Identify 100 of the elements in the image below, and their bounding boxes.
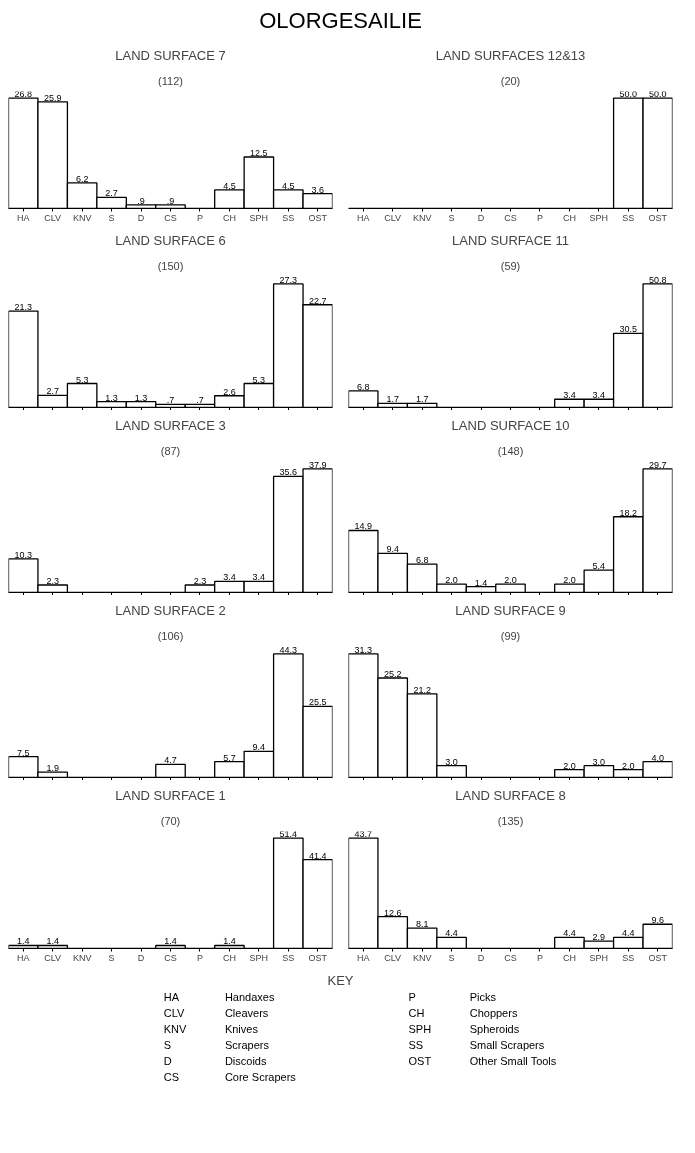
- data-label: 3.4: [223, 572, 236, 583]
- chart-title: LAND SURFACE 10: [451, 417, 570, 433]
- x-tick-label: P: [536, 212, 543, 223]
- text: CLV Cleavers: [163, 1007, 269, 1020]
- data-label: 1.4: [46, 936, 59, 947]
- text: OST Other Small Tools: [408, 1054, 557, 1067]
- x-tick-label: CH: [562, 212, 576, 223]
- x-tick-label: OST: [308, 952, 328, 963]
- data-label: .9: [166, 195, 175, 206]
- text: OLORGESAILIE: [259, 8, 422, 33]
- x-tick-label: CLV: [384, 212, 402, 223]
- data-label: 50.0: [619, 89, 638, 100]
- data-label: 3.0: [445, 756, 458, 767]
- data-label: 51.4: [279, 829, 298, 840]
- data-label: 2.9: [592, 932, 606, 943]
- x-tick-label: S: [108, 952, 115, 963]
- data-label: 2.0: [563, 575, 576, 586]
- x-tick-label: S: [448, 952, 455, 963]
- data-label: 29.7: [649, 459, 667, 470]
- data-label: 21.3: [14, 302, 32, 313]
- data-label: 1.7: [386, 394, 399, 405]
- data-label: 21.2: [413, 684, 431, 695]
- x-tick-label: D: [137, 212, 145, 223]
- chart-subtitle: (59): [500, 259, 521, 272]
- x-tick-label: CLV: [44, 952, 62, 963]
- x-tick-label: SS: [622, 212, 635, 223]
- x-tick-label: CS: [504, 212, 517, 223]
- data-label: 2.0: [622, 760, 635, 771]
- chart-subtitle: (20): [500, 74, 521, 87]
- data-label: 1.4: [474, 577, 488, 588]
- x-tick-label: KNV: [412, 212, 432, 223]
- text: CS Core Scrapers: [163, 1070, 296, 1083]
- data-label: 25.2: [383, 669, 402, 679]
- x-tick-label: S: [448, 212, 455, 223]
- x-tick-label: D: [477, 212, 485, 223]
- data-label: 1.3: [134, 392, 148, 403]
- x-tick-label: HA: [16, 952, 30, 963]
- text: HA Handaxes: [163, 991, 275, 1004]
- x-tick-label: KNV: [72, 212, 92, 223]
- data-label: 4.4: [622, 928, 635, 939]
- data-label: 50.0: [649, 89, 667, 100]
- x-tick-label: CH: [222, 212, 236, 223]
- chart-subtitle: (87): [160, 444, 181, 457]
- data-label: 14.9: [354, 521, 372, 532]
- text: SPH Spheroids: [408, 1023, 520, 1036]
- data-label: 3.0: [592, 756, 606, 767]
- data-label: 37.9: [309, 459, 327, 470]
- data-label: 9.6: [651, 915, 665, 926]
- x-tick-label: D: [137, 952, 145, 963]
- data-label: 2.6: [223, 386, 236, 397]
- data-label: 2.0: [504, 575, 517, 586]
- data-label: 1.4: [223, 936, 236, 947]
- x-tick-label: SPH: [249, 212, 269, 223]
- data-label: 4.0: [651, 752, 665, 763]
- chart-subtitle: (150): [157, 259, 184, 272]
- data-label: 4.7: [164, 755, 177, 766]
- data-label: 4.4: [445, 928, 458, 939]
- data-label: 9.4: [386, 544, 399, 555]
- data-label: .7: [166, 395, 175, 406]
- x-tick-label: SPH: [249, 952, 269, 963]
- data-label: 6.2: [75, 173, 89, 184]
- data-label: 5.4: [592, 561, 606, 572]
- data-label: .9: [137, 195, 145, 206]
- x-tick-label: OST: [308, 212, 328, 223]
- data-label: 4.4: [563, 928, 576, 939]
- chart-title: LAND SURFACE 9: [455, 602, 566, 618]
- data-label: 2.7: [46, 386, 59, 397]
- x-tick-label: S: [108, 212, 115, 223]
- x-tick-label: HA: [356, 212, 370, 223]
- text: S Scrapers: [163, 1039, 269, 1051]
- data-label: 10.3: [14, 549, 32, 560]
- x-tick-label: SPH: [589, 952, 609, 963]
- x-tick-label: SS: [622, 952, 635, 963]
- data-label: 5.3: [75, 374, 89, 385]
- data-label: 12.6: [383, 907, 402, 918]
- data-label: 30.5: [619, 324, 638, 335]
- data-label: 43.7: [354, 829, 372, 840]
- data-label: 25.9: [43, 92, 62, 103]
- data-label: 31.3: [354, 644, 372, 655]
- x-tick-label: HA: [356, 952, 370, 963]
- x-tick-label: D: [477, 952, 485, 963]
- chart-title: LAND SURFACE 2: [115, 602, 226, 618]
- data-label: 4.5: [282, 180, 295, 191]
- data-label: 12.5: [250, 148, 268, 159]
- chart-title: LAND SURFACE 1: [115, 787, 226, 803]
- data-label: 26.8: [14, 89, 32, 100]
- chart-subtitle: (70): [160, 814, 181, 827]
- text: KEY: [327, 972, 354, 988]
- data-label: 4.5: [223, 180, 236, 191]
- x-tick-label: CS: [164, 952, 177, 963]
- data-label: 6.8: [415, 555, 429, 566]
- data-label: 25.5: [309, 697, 327, 708]
- text: SS Small Scrapers: [408, 1039, 545, 1051]
- text: P Picks: [408, 991, 496, 1004]
- data-label: 2.0: [445, 575, 458, 586]
- chart-subtitle: (148): [497, 444, 524, 457]
- x-tick-label: CS: [504, 952, 517, 963]
- data-label: 1.4: [164, 936, 177, 947]
- data-label: 1.3: [105, 392, 118, 403]
- data-label: 2.0: [563, 760, 576, 771]
